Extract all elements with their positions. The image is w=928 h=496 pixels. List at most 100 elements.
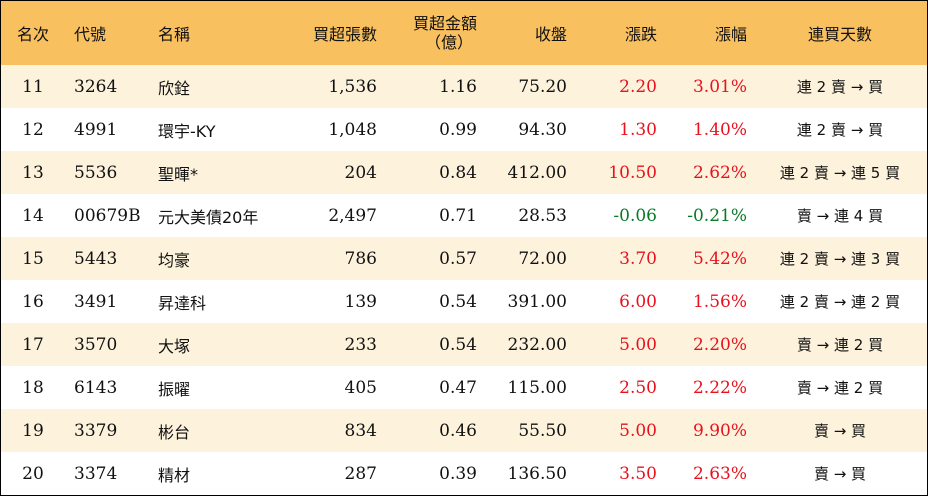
cell-change: 2.20: [619, 76, 657, 97]
cell-rank: 12: [22, 119, 44, 140]
cell-amount: 1.16: [439, 76, 477, 97]
cell-change: 3.50: [619, 463, 657, 484]
cell-volume: 1,048: [328, 119, 377, 140]
cell-change-pct: 5.42%: [692, 248, 747, 269]
header-rank: 名次: [16, 25, 49, 44]
cell-code: 3374: [74, 463, 118, 484]
cell-close: 391.00: [507, 291, 567, 312]
cell-change-pct: 1.56%: [692, 291, 747, 312]
header-amount: 買超金額 （億）: [377, 1, 477, 65]
cell-amount: 0.54: [439, 291, 477, 312]
header-amount-line1: 買超金額: [412, 14, 477, 33]
cell-rank: 19: [22, 420, 44, 441]
cell-close: 232.00: [507, 334, 567, 355]
cell-amount: 0.57: [439, 248, 477, 269]
cell-change-pct: 2.63%: [692, 463, 747, 484]
cell-streak: 連 2 賣 → 買: [796, 121, 884, 139]
cell-volume: 786: [344, 248, 377, 269]
cell-close: 115.00: [507, 377, 567, 398]
cell-streak: 賣 → 買: [813, 465, 867, 483]
table-row: 17 3570 大塚 233 0.54 232.00 5.00 2.20% 賣 → 連 2 買: [1, 323, 927, 366]
cell-code: 3491: [74, 291, 118, 312]
table-row: 18 6143 振曜 405 0.47 115.00 2.50 2.22% 賣 → 連 2 買: [1, 366, 927, 409]
header-change: 漲跌: [624, 25, 657, 44]
cell-name: 聖暉*: [158, 164, 199, 184]
table-row: 16 3491 昇達科 139 0.54 391.00 6.00 1.56% 連 2 賣 → 連…: [1, 280, 927, 323]
cell-close: 72.00: [518, 248, 567, 269]
table-row: 13 5536 聖暉* 204 0.84 412.00 10.50 2.62% 連 2 賣 → …: [1, 151, 927, 194]
cell-close: 136.50: [507, 463, 567, 484]
cell-rank: 17: [22, 334, 44, 355]
cell-name: 昇達科: [158, 293, 207, 313]
cell-change-pct: 1.40%: [692, 119, 747, 140]
header-name: 名稱: [158, 25, 191, 44]
cell-rank: 18: [22, 377, 44, 398]
cell-change: 3.70: [619, 248, 657, 269]
header-streak: 連買天數: [807, 25, 872, 44]
cell-streak: 賣 → 連 4 買: [796, 207, 884, 225]
cell-code: 4991: [74, 119, 118, 140]
cell-code: 3264: [74, 76, 118, 97]
cell-streak: 賣 → 連 2 買: [796, 379, 884, 397]
table-row: 14 00679B 元大美債20年 2,497 0.71 28.53 -0.06 -0.21%…: [1, 194, 927, 237]
cell-amount: 0.39: [439, 463, 477, 484]
table-row: 19 3379 彬台 834 0.46 55.50 5.00 9.90% 賣 → 買: [1, 409, 927, 452]
cell-streak: 連 2 賣 → 連 2 買: [779, 293, 901, 311]
cell-volume: 139: [344, 291, 377, 312]
cell-volume: 287: [344, 463, 377, 484]
cell-volume: 2,497: [328, 205, 377, 226]
header-volume: 買超張數: [312, 25, 377, 44]
cell-code: 00679B: [74, 205, 141, 226]
cell-name: 彬台: [158, 422, 191, 442]
cell-name: 環宇-KY: [158, 121, 216, 141]
cell-change-pct: 2.22%: [692, 377, 747, 398]
cell-change-pct: -0.21%: [687, 205, 747, 226]
cell-name: 振曜: [158, 379, 191, 399]
table-row: 15 5443 均豪 786 0.57 72.00 3.70 5.42% 連 2 賣 → 連 3…: [1, 237, 927, 280]
cell-amount: 0.47: [439, 377, 477, 398]
cell-volume: 233: [344, 334, 377, 355]
cell-amount: 0.71: [439, 205, 477, 226]
cell-streak: 連 2 賣 → 連 5 買: [779, 164, 901, 182]
cell-rank: 13: [22, 162, 44, 183]
cell-change: 6.00: [619, 291, 657, 312]
cell-streak: 連 2 賣 → 連 3 買: [779, 250, 901, 268]
cell-code: 3379: [74, 420, 118, 441]
cell-change-pct: 3.01%: [692, 76, 747, 97]
cell-close: 75.20: [518, 76, 567, 97]
header-amount-line2: （億）: [424, 33, 473, 52]
cell-change-pct: 2.20%: [692, 334, 747, 355]
cell-code: 3570: [74, 334, 118, 355]
cell-amount: 0.46: [439, 420, 477, 441]
cell-code: 5536: [74, 162, 118, 183]
cell-volume: 834: [344, 420, 377, 441]
cell-change: 5.00: [619, 420, 657, 441]
cell-close: 412.00: [507, 162, 567, 183]
cell-name: 欣銓: [158, 78, 191, 98]
header-close: 收盤: [534, 25, 567, 44]
table-row: 20 3374 精材 287 0.39 136.50 3.50 2.63% 賣 → 買: [1, 452, 927, 495]
cell-name: 大塚: [158, 336, 191, 356]
cell-change: 10.50: [608, 162, 657, 183]
cell-change: 2.50: [619, 377, 657, 398]
header-code: 代號: [74, 25, 107, 44]
cell-rank: 16: [22, 291, 44, 312]
cell-rank: 14: [22, 205, 44, 226]
cell-change-pct: 2.62%: [692, 162, 747, 183]
cell-volume: 204: [344, 162, 377, 183]
cell-rank: 11: [22, 76, 44, 97]
cell-close: 55.50: [518, 420, 567, 441]
table-row: 12 4991 環宇-KY 1,048 0.99 94.30 1.30 1.40% 連 2 賣 …: [1, 108, 927, 151]
cell-amount: 0.54: [439, 334, 477, 355]
table-header: 名次 代號 名稱 買超張數 買超金額 （億） 收盤 漲跌 漲幅 連買天數: [1, 1, 927, 65]
cell-rank: 20: [22, 463, 44, 484]
cell-name: 元大美債20年: [158, 207, 259, 227]
cell-change: 1.30: [619, 119, 657, 140]
cell-rank: 15: [22, 248, 44, 269]
cell-amount: 0.99: [439, 119, 477, 140]
cell-volume: 405: [344, 377, 377, 398]
cell-change: 5.00: [619, 334, 657, 355]
cell-volume: 1,536: [328, 76, 377, 97]
cell-streak: 賣 → 連 2 買: [796, 336, 884, 354]
